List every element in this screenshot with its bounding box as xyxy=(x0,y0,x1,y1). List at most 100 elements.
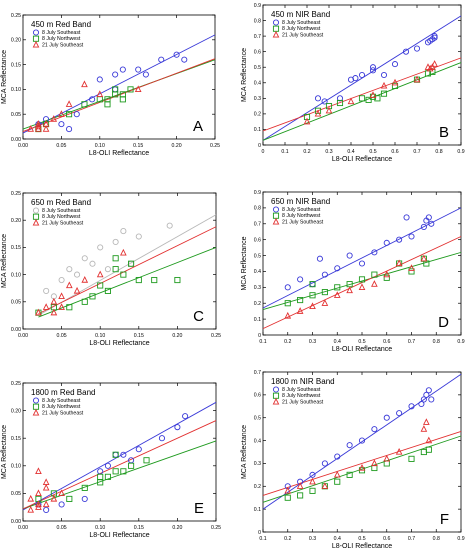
data-point xyxy=(27,494,35,502)
data-point xyxy=(374,95,381,102)
legend-marker xyxy=(32,218,40,226)
x-tick-label: 0.6 xyxy=(391,149,398,155)
data-point xyxy=(81,484,88,491)
x-tick-label: 0.20 xyxy=(172,143,182,149)
data-point xyxy=(104,101,111,108)
data-point xyxy=(58,292,65,300)
data-point xyxy=(120,451,127,458)
y-tick-label: 0.9 xyxy=(254,190,261,196)
legend-marker xyxy=(272,19,280,26)
y-tick-label: 0.1 xyxy=(254,127,261,133)
data-point xyxy=(420,425,428,432)
data-point xyxy=(408,264,415,271)
data-point xyxy=(369,91,377,98)
data-point xyxy=(369,67,377,74)
fit-line xyxy=(38,226,217,315)
x-tick-label: 0.4 xyxy=(347,149,354,155)
data-point xyxy=(81,276,89,283)
data-point xyxy=(135,233,142,240)
data-point xyxy=(284,311,292,319)
data-point xyxy=(58,276,65,284)
y-tick-label: 0.8 xyxy=(254,206,261,212)
data-point xyxy=(173,51,180,58)
x-tick-label: 0.3 xyxy=(309,536,316,542)
data-point xyxy=(96,270,104,278)
x-tick-label: 0.2 xyxy=(284,536,291,542)
data-point xyxy=(66,111,73,118)
data-point xyxy=(151,276,158,284)
x-tick-label: 0.2 xyxy=(284,339,291,345)
x-tick-label: 0.15 xyxy=(133,143,143,149)
x-tick-label: 0.25 xyxy=(210,143,220,149)
data-point xyxy=(309,487,316,494)
data-point xyxy=(321,482,329,489)
data-point xyxy=(321,98,328,105)
data-point xyxy=(296,482,304,489)
data-point xyxy=(66,495,73,502)
x-tick-label: 0.10 xyxy=(95,525,105,531)
panel-e: 0.00 0.05 0.10 0.15 0.20 0.25 0.00 0.05 0.10 0.15… xyxy=(1,381,221,539)
y-tick-label: 0.05 xyxy=(11,491,21,497)
y-tick-label: 0.10 xyxy=(11,464,21,470)
data-point xyxy=(50,308,58,316)
y-tick-label: 0.2 xyxy=(254,484,261,490)
data-point xyxy=(27,125,35,132)
data-point xyxy=(35,500,42,508)
x-tick-label: 0.10 xyxy=(95,333,105,339)
data-point xyxy=(314,109,322,117)
x-tick-label: 0.5 xyxy=(369,149,376,155)
y-axis-label: MCA Reflectance xyxy=(1,234,8,288)
legend-label: 8 July Northwest xyxy=(282,26,321,32)
data-point xyxy=(58,489,65,497)
panel-letter: C xyxy=(193,308,204,325)
data-point xyxy=(391,82,399,89)
x-tick-label: 0.6 xyxy=(383,339,390,345)
data-point xyxy=(371,426,378,433)
data-point xyxy=(120,248,127,256)
data-point xyxy=(309,281,316,288)
data-point xyxy=(316,255,323,262)
legend-marker xyxy=(32,40,40,48)
legend-label: 21 July Southeast xyxy=(282,219,324,225)
legend-label: 8 July Northwest xyxy=(42,404,81,410)
data-point xyxy=(120,271,127,278)
x-tick-label: 0.8 xyxy=(433,339,440,345)
legend-marker xyxy=(272,30,280,38)
data-point xyxy=(42,125,50,132)
data-point xyxy=(431,60,438,67)
legend-label: 8 July Southeast xyxy=(42,208,81,214)
data-point xyxy=(112,86,119,93)
y-tick-label: 0.3 xyxy=(254,96,261,102)
data-point xyxy=(380,81,388,89)
panel-c: 0.00 0.05 0.10 0.15 0.20 0.25 0.00 0.05 0.10 0.15… xyxy=(1,191,221,347)
data-point xyxy=(42,500,50,508)
y-tick-label: 0.1 xyxy=(254,317,261,323)
x-tick-label: 0.10 xyxy=(95,143,105,149)
data-point xyxy=(325,106,333,114)
data-point xyxy=(396,236,403,243)
x-tick-label: 0.3 xyxy=(325,149,332,155)
data-point xyxy=(347,97,355,105)
x-tick-label: 0.9 xyxy=(457,536,464,542)
panel-d: 0.1 0.2 0.3 0.4 0.5 0.6 0.7 0.8 0.900.10.20.30.4… xyxy=(241,190,465,353)
data-point xyxy=(66,266,73,273)
data-point xyxy=(358,283,366,290)
panel-a: 0.00 0.05 0.10 0.15 0.20 0.25 0.00 0.05 0.10 0.15… xyxy=(1,13,220,157)
y-tick-label: 0.00 xyxy=(11,519,21,525)
data-point xyxy=(73,286,81,294)
panel-title: 1800 m Red Band xyxy=(31,388,96,397)
legend-label: 8 July Southeast xyxy=(282,387,321,393)
x-tick-label: 0.15 xyxy=(134,333,144,339)
data-point xyxy=(65,281,73,289)
data-point xyxy=(413,75,421,83)
y-tick-label: 0.5 xyxy=(254,253,261,259)
data-point xyxy=(408,268,415,275)
data-point xyxy=(334,265,341,272)
data-point xyxy=(42,303,50,310)
data-point xyxy=(297,478,304,485)
legend-label: 21 July Southeast xyxy=(282,32,324,38)
legend-label: 8 July Northwest xyxy=(282,213,321,219)
y-tick-label: 0 xyxy=(258,530,261,536)
data-point xyxy=(371,271,378,278)
data-point xyxy=(309,302,316,310)
